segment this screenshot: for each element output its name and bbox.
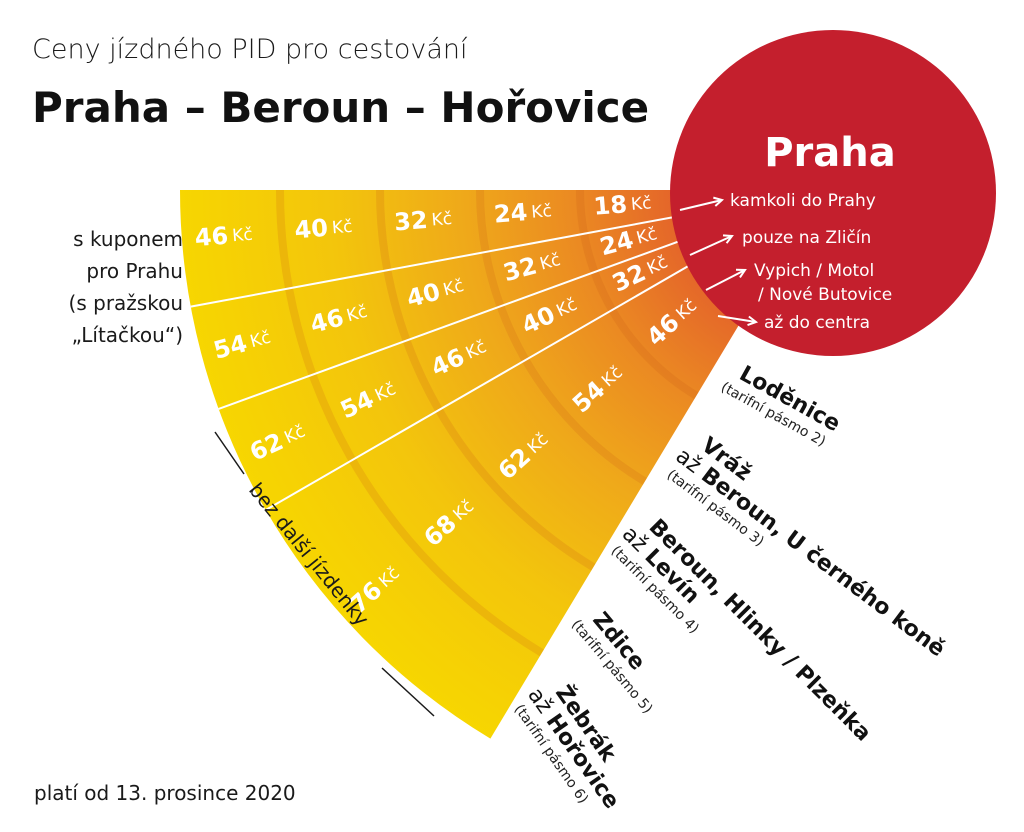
zone-ring: [376, 189, 596, 571]
destination-arrows: kamkoli do Prahy pouze na Zličín Vypich / …: [679, 191, 892, 333]
row-separator: [190, 210, 703, 308]
arrow-head: [735, 268, 747, 279]
coupon-label-line: pro Prahu: [86, 259, 183, 283]
fan-body: [180, 190, 748, 739]
zone-ring: [276, 189, 544, 657]
coupon-label-line: (s pražskou: [69, 291, 183, 315]
row-separators: [190, 210, 717, 511]
destination-label: až do centra: [764, 313, 870, 333]
destination-label: / Nové Butovice: [758, 285, 892, 305]
valid-from: platí od 13. prosince 2020: [34, 781, 296, 805]
bracket-line: [214, 431, 245, 475]
praha-circle: [670, 30, 996, 356]
destination-label: Vypich / Motol: [754, 261, 874, 281]
arrow-head: [722, 234, 734, 244]
station-name-secondary: až Beroun, U černého koně: [671, 444, 950, 663]
row-separator: [265, 249, 717, 511]
zone-ring: [476, 189, 647, 485]
destination-label: pouze na Zličín: [742, 228, 871, 248]
bracket-line: [381, 667, 435, 717]
station-name: Beroun, Hlinky / Plzeňka: [644, 515, 876, 747]
coupon-label-line: s kuponem: [73, 227, 183, 251]
coupon-label-line: „Lítačkou“): [72, 323, 183, 347]
coupon-label: s kuponem pro Prahu (s pražskou „Lítačko…: [69, 227, 183, 347]
station-label: Loděnice(tarifní pásmo 2): [718, 361, 844, 450]
zone-ring: [576, 189, 699, 400]
destination-arrow: [717, 315, 757, 323]
page-title: Praha – Beroun – Hořovice: [32, 83, 649, 132]
row-separator: [218, 230, 708, 410]
destination-arrow: [679, 199, 723, 211]
price-label: 18 Kč: [593, 188, 653, 220]
subtitle: Ceny jízdného PID pro cestování: [32, 34, 468, 65]
arrow-head: [747, 315, 759, 326]
destination-arrow: [705, 269, 746, 291]
destination-arrow: [689, 235, 733, 256]
praha-title: Praha: [764, 130, 896, 176]
price-label: 40Kč: [404, 271, 467, 313]
zone-rings: [276, 189, 699, 657]
arrow-head: [713, 196, 725, 207]
destination-label: kamkoli do Prahy: [730, 191, 876, 211]
fare-fan: [180, 190, 748, 739]
